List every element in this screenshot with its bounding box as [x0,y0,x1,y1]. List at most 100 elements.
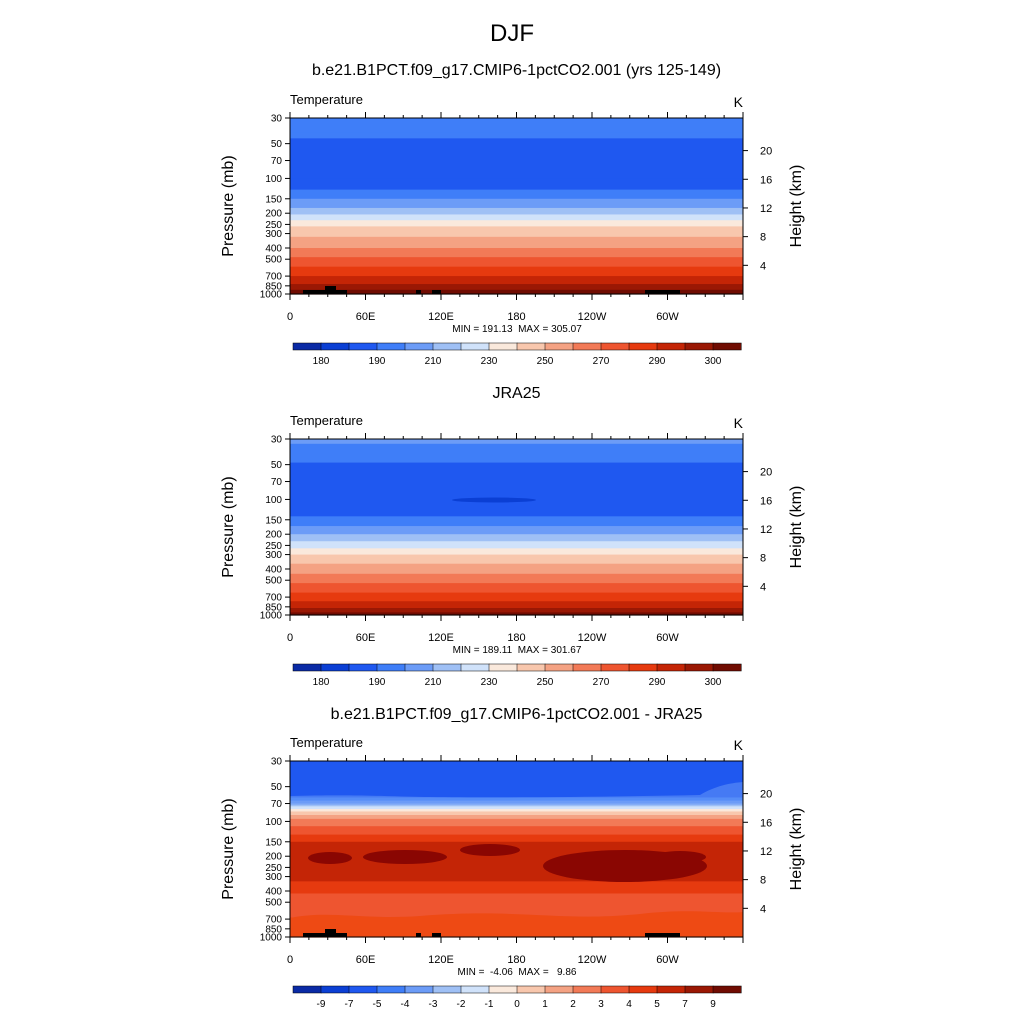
contour-band [290,811,743,816]
y-tick-label: 70 [271,799,283,810]
colorbar-label: 1 [542,999,548,1010]
contour-band [290,289,743,295]
colorbar-cell [404,985,434,994]
colorbar-label: -4 [401,999,410,1010]
topography-mask [416,933,421,937]
y-tick-label: 200 [265,530,282,541]
colorbar-cell [516,342,546,351]
y-tick-label: 50 [271,139,283,150]
colorbar-cell [460,663,490,672]
panel-1-title: b.e21.B1PCT.f09_g17.CMIP6-1pctCO2.001 (y… [311,62,722,79]
colorbar-cell [348,985,378,994]
colorbar-cell [572,342,602,351]
colorbar-cell [572,985,602,994]
contour-band [290,118,743,134]
x-tick-label: 60E [356,632,376,644]
y-tick-label: 700 [265,593,282,604]
y-tick-label: 850 [265,924,282,935]
colorbar-label: 290 [649,356,666,367]
x-tick-label: 120E [428,311,454,323]
colorbar-label: 300 [705,356,722,367]
warm-anomaly-contour [363,850,447,864]
colorbar-cell [544,663,574,672]
contour-band [290,462,743,517]
cold-core-contour [452,497,536,503]
y-right-tick-label: 12 [760,203,772,215]
y-right-axis-label: Height (km) [788,165,805,248]
colorbar-cell [320,985,350,994]
contour-band [290,276,743,285]
topography-mask [645,933,680,937]
colorbar-label: -5 [373,999,382,1010]
panel-units-label: K [734,737,744,753]
contour-band [290,236,743,249]
y-tick-label: 1000 [260,290,283,301]
y-right-tick-label: 8 [760,232,766,244]
colorbar-cell [600,985,630,994]
contour-band [290,189,743,200]
x-tick-label: 120W [578,311,607,323]
y-tick-label: 30 [271,757,283,768]
topography-mask [303,290,347,294]
contour-band [290,583,743,594]
colorbar-cell [684,342,714,351]
y-tick-label: 700 [265,915,282,926]
warm-anomaly-contour [460,844,520,856]
colorbar-label: 7 [682,999,688,1010]
y-tick-label: 50 [271,782,283,793]
contour-band [290,214,743,221]
y-tick-label: 70 [271,477,283,488]
contour-band [290,612,743,616]
colorbar-cell [292,663,322,672]
y-right-tick-label: 4 [760,260,766,272]
colorbar-label: 290 [649,677,666,688]
colorbar-cell [656,663,686,672]
y-tick-label: 850 [265,602,282,613]
colorbar-cell [432,985,462,994]
x-tick-label: 120E [428,954,454,966]
colorbar-label: 190 [369,677,386,688]
colorbar-cell [460,985,490,994]
y-tick-label: 150 [265,837,282,848]
x-tick-label: 120W [578,632,607,644]
y-tick-label: 400 [265,565,282,576]
warm-anomaly-contour [654,851,706,863]
topography-mask [303,933,347,937]
x-tick-label: 60E [356,954,376,966]
topography-mask [325,929,336,934]
topography-mask [432,933,441,937]
colorbar-cell [376,663,406,672]
colorbar-cell [684,985,714,994]
colorbar-cell [572,663,602,672]
y-tick-label: 500 [265,576,282,587]
x-tick-label: 180 [507,632,525,644]
y-right-tick-label: 4 [760,581,766,593]
min-max-label: MIN = 191.13 MAX = 305.07 [452,324,582,335]
colorbar-label: -1 [485,999,494,1010]
y-tick-label: 400 [265,887,282,898]
contour-band [290,803,743,807]
y-tick-label: 500 [265,255,282,266]
colorbar-cell [684,663,714,672]
colorbar-cell [376,342,406,351]
colorbar-label: 230 [481,356,498,367]
contour-band [290,284,743,291]
panel-left-label: Temperature [290,92,363,107]
colorbar-cell [320,663,350,672]
colorbar-cell [544,342,574,351]
colorbar-label: 4 [626,999,632,1010]
min-max-label: MIN = -4.06 MAX = 9.86 [458,967,577,978]
y-tick-label: 50 [271,460,283,471]
panel-units-label: K [734,94,744,110]
colorbar-cell [460,342,490,351]
colorbar-label: -9 [317,999,326,1010]
y-tick-label: 100 [265,495,282,506]
colorbar-cell [488,663,518,672]
colorbar-cell [432,663,462,672]
contour-band [290,541,743,549]
y-tick-label: 200 [265,852,282,863]
colorbar-cell [348,342,378,351]
x-tick-label: 180 [507,954,525,966]
y-tick-label: 400 [265,244,282,255]
colorbar-label: -3 [429,999,438,1010]
